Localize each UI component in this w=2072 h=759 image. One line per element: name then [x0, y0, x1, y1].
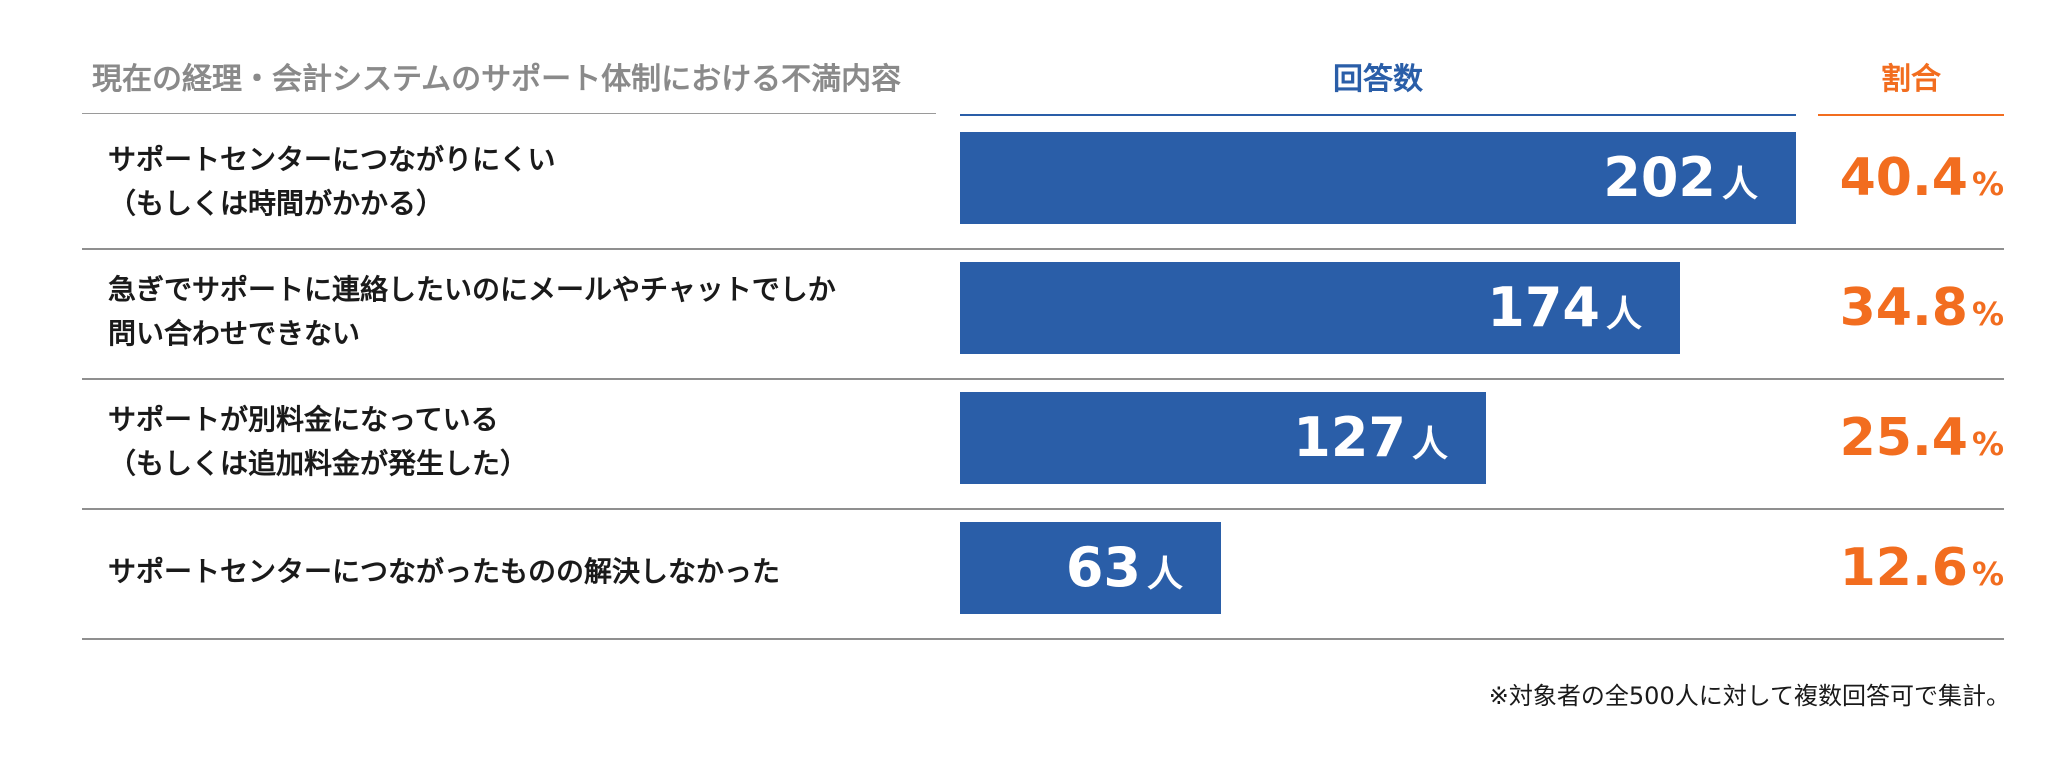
category-header-underline: [82, 113, 936, 114]
percent-label: 25.4%: [1818, 392, 2004, 496]
percent-header-underline: [1818, 114, 2004, 116]
category-label-line: サポートが別料金になっている: [108, 403, 499, 436]
percent-value: 34.8: [1839, 278, 1968, 338]
category-label-line: （もしくは追加料金が発生した）: [108, 447, 529, 480]
bar-value-unit: 人: [1411, 424, 1448, 465]
bar-value: 174: [1487, 276, 1600, 339]
bar-value: 202: [1603, 146, 1716, 209]
category-label-line: （もしくは時間がかかる）: [108, 187, 445, 220]
bar: [960, 522, 1221, 614]
row-separator: [82, 378, 2004, 380]
percent-unit: %: [1971, 295, 2004, 333]
row-separator: [82, 508, 2004, 510]
bar-value-label: 63 人: [960, 522, 1183, 627]
row-separator: [82, 638, 2004, 640]
percent-unit: %: [1971, 425, 2004, 463]
percent-label: 40.4%: [1818, 132, 2004, 236]
footnote: ※対象者の全500人に対して複数回答可で集計。: [1488, 682, 2010, 710]
category-label-line: 問い合わせできない: [108, 317, 361, 350]
category-label: サポートセンターにつながったものの解決しなかった: [108, 508, 938, 636]
row-separator: [82, 248, 2004, 250]
percent-unit: %: [1971, 165, 2004, 203]
bar-value: 127: [1293, 406, 1406, 469]
bar-value-unit: 人: [1605, 294, 1642, 335]
percent-label: 12.6%: [1818, 522, 2004, 626]
count-column-header: 回答数: [1333, 62, 1423, 97]
bar: [960, 132, 1796, 224]
bar-value: 63: [1065, 536, 1141, 599]
category-label: サポートが別料金になっている （もしくは追加料金が発生した）: [108, 378, 938, 506]
category-label-line: 急ぎでサポートに連絡したいのにメールやチャットでしか: [108, 273, 836, 306]
category-label-line: サポートセンターにつながりにくい: [108, 143, 556, 176]
bar-value-label: 127 人: [960, 392, 1448, 497]
bar-value-label: 202 人: [960, 132, 1758, 237]
bar: [960, 262, 1680, 354]
percent-label: 34.8%: [1818, 262, 2004, 366]
percent-unit: %: [1971, 555, 2004, 593]
bar: [960, 392, 1486, 484]
category-label: サポートセンターにつながりにくい （もしくは時間がかかる）: [108, 118, 938, 246]
bar-value-unit: 人: [1146, 554, 1183, 595]
count-header-underline: [960, 114, 1796, 116]
bar-value-unit: 人: [1721, 164, 1758, 205]
category-column-header: 現在の経理・会計システムのサポート体制における不満内容: [92, 62, 902, 97]
percent-value: 12.6: [1839, 538, 1968, 598]
percent-value: 25.4: [1839, 408, 1968, 468]
percent-value: 40.4: [1839, 148, 1968, 208]
category-label-line: サポートセンターにつながったものの解決しなかった: [108, 555, 781, 588]
percent-column-header: 割合: [1881, 62, 1941, 97]
bar-value-label: 174 人: [960, 262, 1642, 367]
category-label: 急ぎでサポートに連絡したいのにメールやチャットでしか 問い合わせできない: [108, 248, 938, 376]
